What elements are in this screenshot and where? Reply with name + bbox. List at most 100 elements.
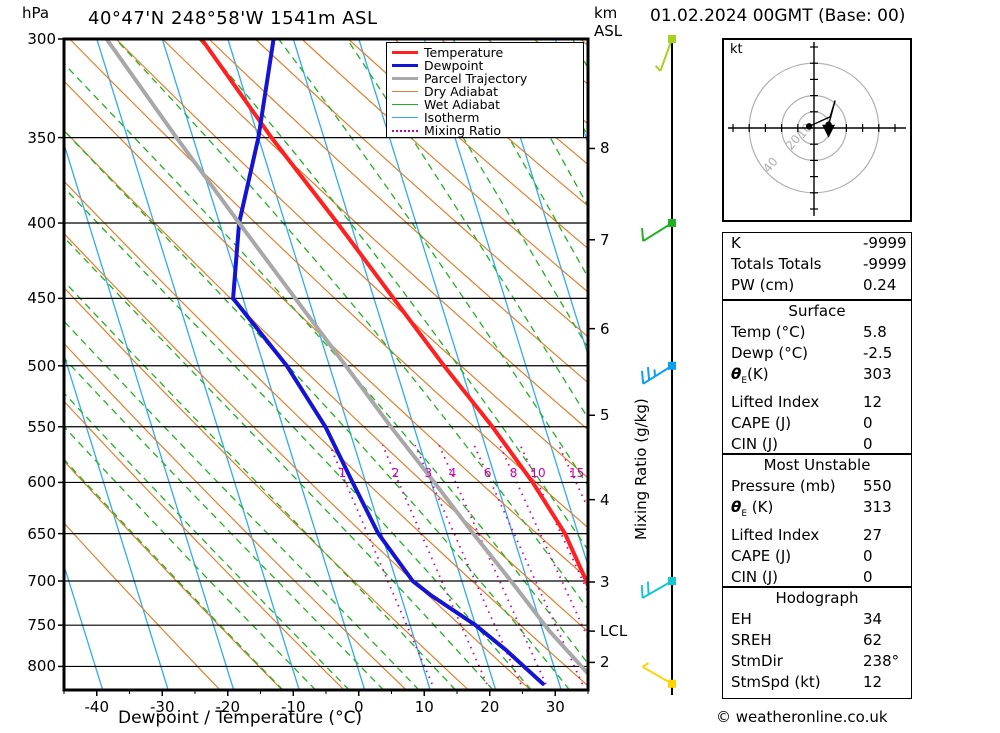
index-row: PW (cm) 0.24 (723, 275, 911, 296)
surface-box-title: Surface (788, 302, 846, 320)
index-row: Totals Totals -9999 (723, 254, 911, 275)
index-value: -9999 (863, 255, 907, 273)
lcl-label: LCL (600, 622, 628, 641)
index-label: θE(K) (731, 365, 769, 386)
legend-swatch (392, 117, 418, 118)
index-label: Dewp (°C) (731, 344, 809, 362)
height-tick-label: 5 (600, 406, 610, 425)
x-axis-title: Dewpoint / Temperature (°C) (118, 708, 363, 728)
index-label: CIN (J) (731, 568, 779, 586)
index-row: Lifted Index 27 (723, 525, 911, 546)
height-tick-label: 3 (600, 573, 610, 592)
index-value: 313 (863, 498, 892, 516)
temperature-tick-label: -40 (84, 698, 110, 716)
mixing-ratio-label: 10 (530, 466, 546, 481)
mixing-ratio-label: 1 (338, 466, 347, 481)
skewt-diagram (58, 37, 595, 696)
index-label: StmDir (731, 652, 783, 670)
chart-legend: Temperature Dewpoint Parcel Trajectory Dry … (386, 42, 584, 138)
mixing-ratio-label: 15 (569, 466, 585, 481)
index-row: CAPE (J) 0 (723, 413, 911, 434)
index-row: Dewp (°C) -2.5 (723, 343, 911, 364)
pressure-tick-label: 450 (27, 289, 56, 308)
pressure-tick-label: 800 (27, 657, 56, 676)
legend-item: Temperature (392, 46, 578, 59)
forecast-date-title: 01.02.2024 00GMT (Base: 00) (650, 6, 906, 26)
index-label: CAPE (J) (731, 414, 792, 432)
height-tick-label: 6 (600, 319, 610, 338)
legend-label: Isotherm (424, 110, 480, 125)
legend-swatch (392, 64, 418, 67)
index-label: Temp (°C) (731, 323, 806, 341)
index-row: CIN (J) 0 (723, 434, 911, 455)
index-value: 0 (863, 547, 873, 565)
index-value: 0 (863, 435, 873, 453)
hodograph-box-title: Hodograph (775, 589, 859, 607)
legend-label: Dewpoint (424, 58, 484, 73)
legend-item: Parcel Trajectory (392, 72, 578, 85)
stability-indices-box: K -9999 Totals Totals -9999 PW (cm) 0.24 (722, 232, 912, 300)
legend-item: Dry Adiabat (392, 85, 578, 98)
index-label: CAPE (J) (731, 547, 792, 565)
pressure-tick-label: 350 (27, 128, 56, 147)
mixing-ratio-label: 8 (509, 466, 518, 481)
index-label: SREH (731, 631, 772, 649)
pressure-tick-label: 400 (27, 214, 56, 233)
index-value: 0 (863, 414, 873, 432)
index-row: CAPE (J) 0 (723, 546, 911, 567)
legend-label: Temperature (424, 45, 504, 60)
index-label: Lifted Index (731, 526, 820, 544)
legend-label: Parcel Trajectory (424, 71, 528, 86)
index-label: CIN (J) (731, 435, 779, 453)
index-row: EH 34 (723, 609, 911, 630)
mixing-ratio-label: 2 (391, 466, 400, 481)
legend-item: Mixing Ratio (392, 124, 578, 137)
index-value: 12 (863, 673, 883, 691)
height-unit-label: km (594, 4, 618, 22)
index-value: 27 (863, 526, 883, 544)
pressure-tick-label: 300 (27, 30, 56, 48)
index-row: SREH 62 (723, 630, 911, 651)
index-value: 34 (863, 610, 883, 628)
index-value: 550 (863, 477, 892, 495)
pressure-tick-label: 700 (27, 572, 56, 591)
index-row: StmDir 238° (723, 651, 911, 672)
height-unit-asl-label: ASL (594, 22, 623, 40)
legend-item: Wet Adiabat (392, 98, 578, 111)
hodograph-indices-box: Hodograph EH 34 SREH 62 StmDir 238° StmSpd (kt)… (722, 587, 912, 699)
index-label: θE (K) (731, 498, 774, 519)
pressure-tick-label: 500 (27, 356, 56, 375)
height-tick-label: 4 (600, 490, 610, 509)
temperature-tick-label: 30 (545, 698, 565, 716)
index-row: Pressure (mb) 550 (723, 476, 911, 497)
index-value: 303 (863, 365, 892, 383)
pressure-tick-label: 550 (27, 417, 56, 436)
pressure-unit-label: hPa (22, 4, 50, 22)
temperature-tick-label: -30 (150, 698, 175, 716)
index-value: 0.24 (863, 276, 897, 294)
index-row: θE(K) 303 (723, 364, 911, 392)
mixing-ratio-label: 3 (424, 466, 433, 481)
index-value: 12 (863, 393, 883, 411)
pressure-tick-label: 750 (27, 616, 56, 635)
most-unstable-box-title: Most Unstable (763, 456, 871, 474)
wind-barb-column (640, 35, 676, 695)
index-value: 62 (863, 631, 883, 649)
index-value: 238° (863, 652, 900, 670)
index-row: Lifted Index 12 (723, 392, 911, 413)
legend-swatch (392, 51, 418, 54)
index-label: StmSpd (kt) (731, 673, 821, 691)
legend-label: Mixing Ratio (424, 123, 502, 138)
info-panel: 01.02.2024 00GMT (Base: 00) kt 10 20 40 K -… (640, 0, 1000, 733)
pressure-tick-label: 650 (27, 524, 56, 543)
skewt-chart-panel: hPa 40°47'N 248°58'W 1541m ASL km ASL Te… (22, 4, 650, 728)
temperature-tick-label: -10 (281, 698, 306, 716)
index-label: Totals Totals (731, 255, 822, 273)
legend-item: Dewpoint (392, 59, 578, 72)
index-value: 0 (863, 568, 873, 586)
index-row: StmSpd (kt) 12 (723, 672, 911, 693)
pressure-tick-label: 600 (27, 473, 56, 492)
temperature-tick-label: -20 (215, 698, 241, 716)
